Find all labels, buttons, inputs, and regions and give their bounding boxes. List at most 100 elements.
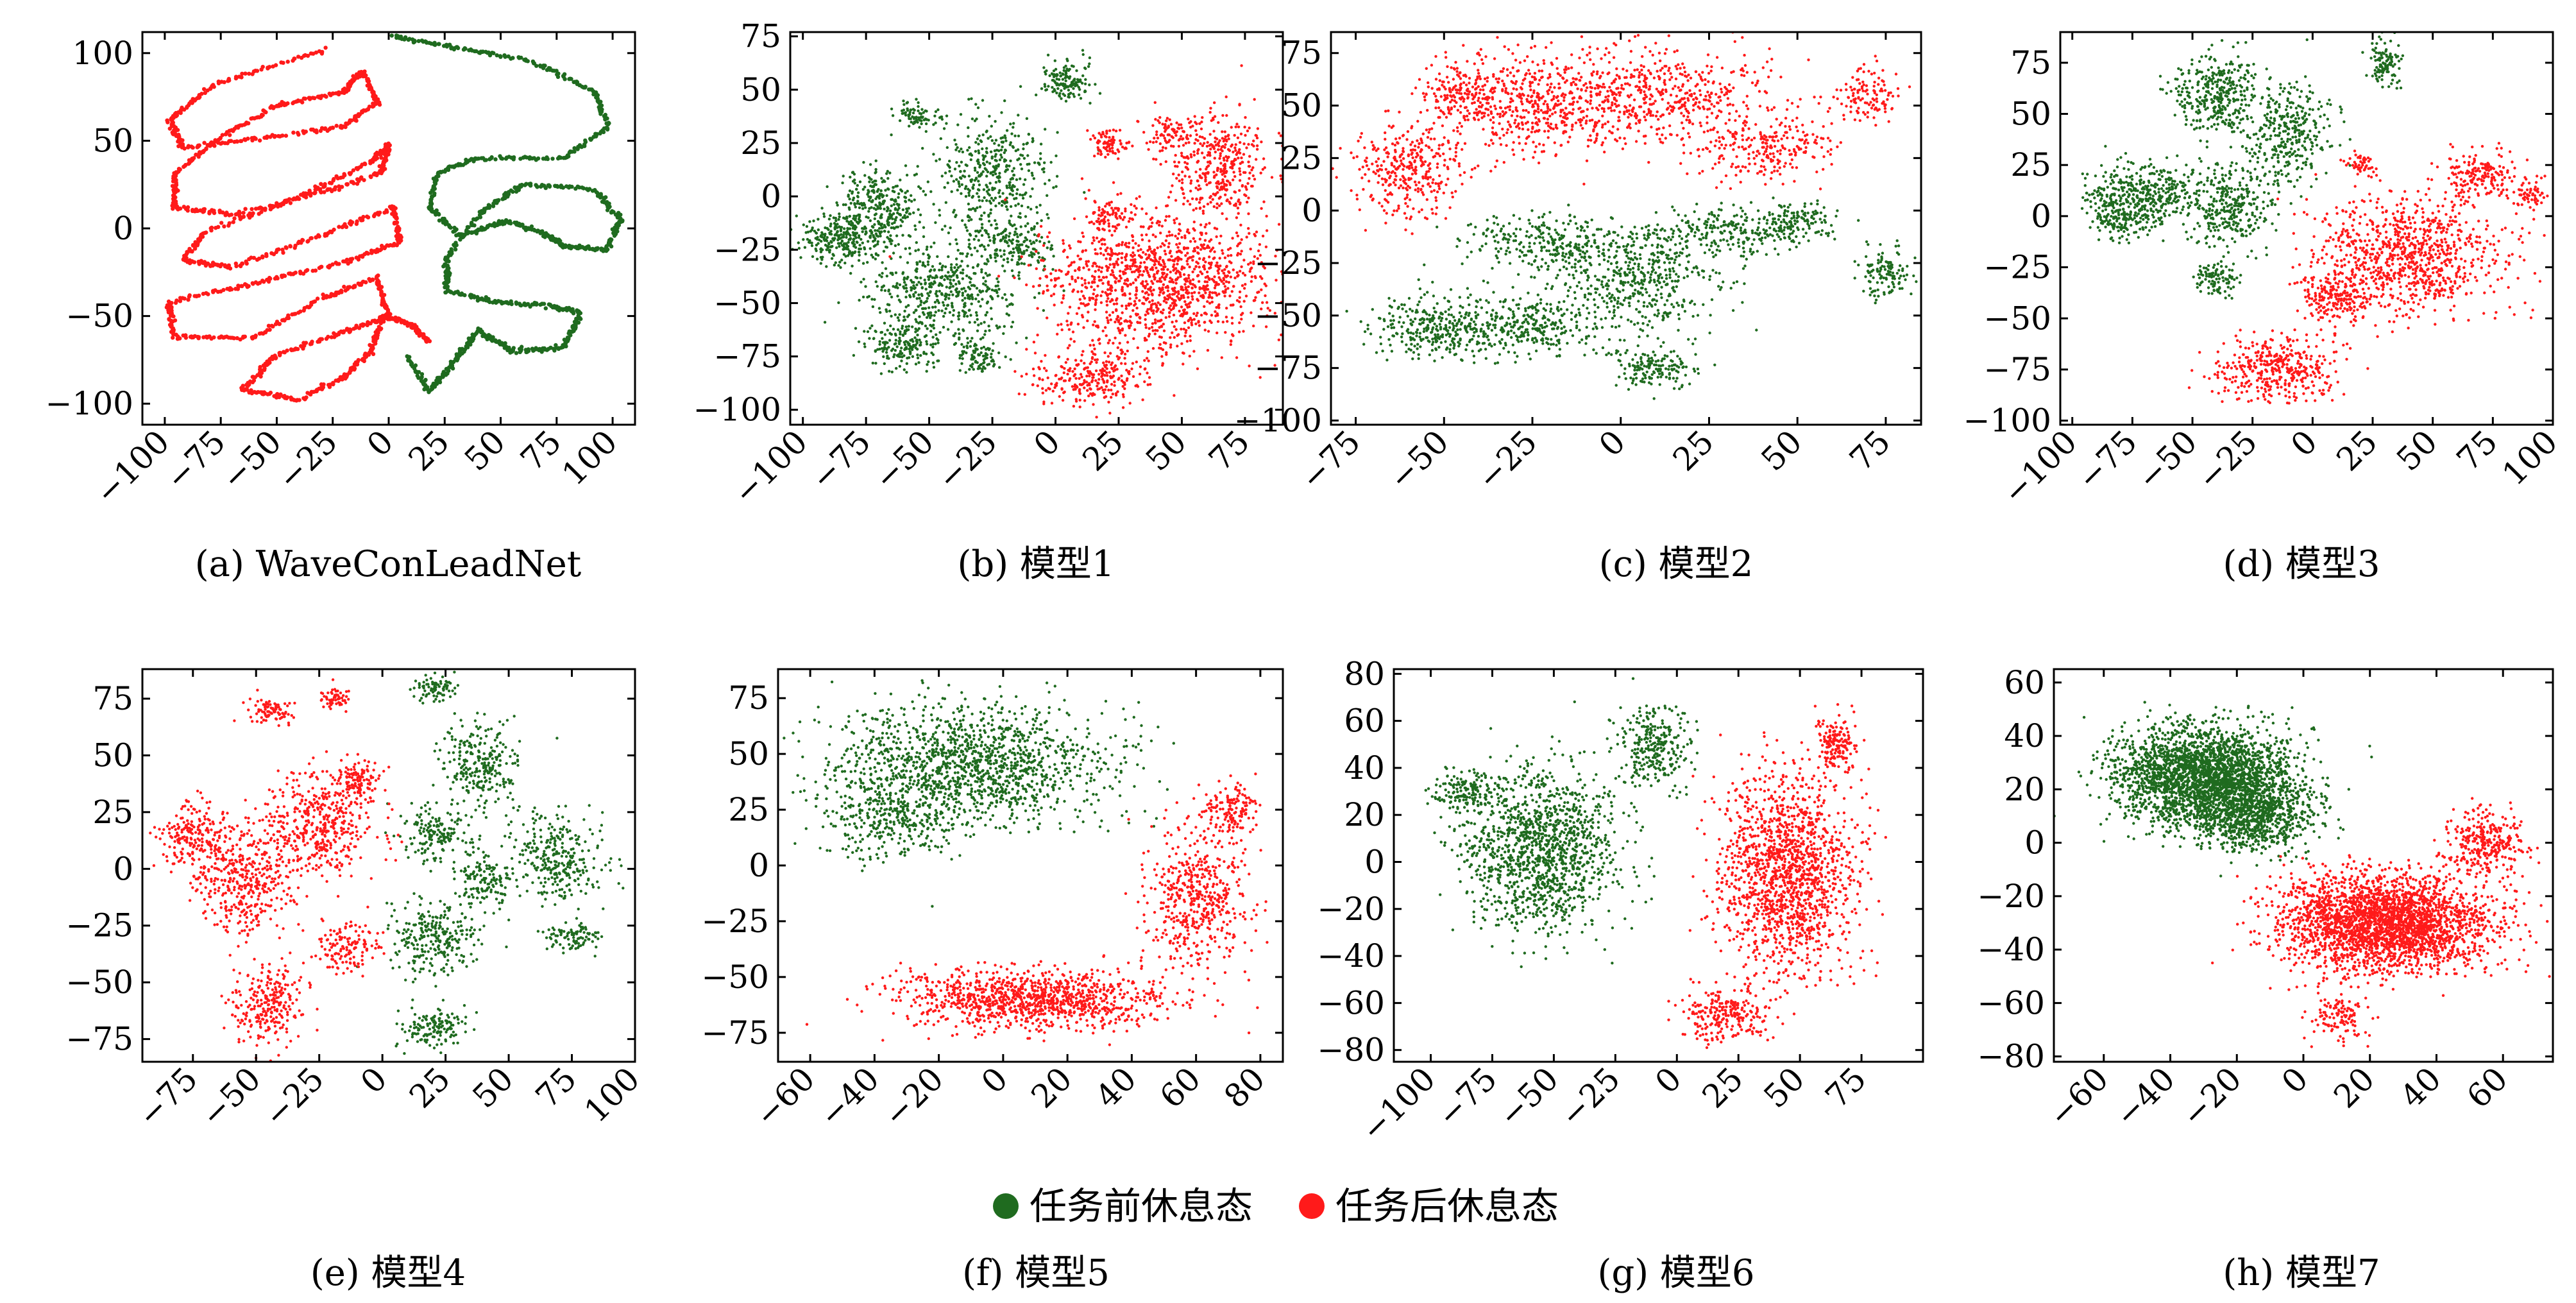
point [1032, 227, 1036, 230]
point [882, 355, 885, 359]
point [989, 355, 993, 359]
point [1026, 222, 1030, 225]
point [582, 142, 587, 147]
point [899, 300, 902, 303]
point [511, 189, 515, 194]
point [840, 239, 844, 243]
point [897, 212, 901, 216]
point [1020, 167, 1024, 171]
point [852, 240, 856, 243]
point [1035, 205, 1038, 209]
point [846, 226, 849, 230]
point [917, 248, 920, 251]
point [876, 253, 880, 257]
point [985, 147, 988, 150]
point [206, 334, 211, 339]
point [1061, 78, 1065, 81]
point [901, 272, 904, 275]
point [419, 372, 425, 377]
point [945, 303, 949, 307]
point [987, 244, 990, 247]
point [848, 198, 851, 201]
point [529, 224, 534, 229]
point [958, 149, 961, 153]
point [929, 285, 933, 289]
point [186, 298, 191, 302]
point [983, 248, 987, 251]
point [394, 216, 398, 221]
point [940, 228, 944, 231]
point [984, 155, 987, 158]
point [502, 221, 507, 225]
point [965, 226, 968, 229]
y-tick-label: 100 [72, 35, 133, 72]
point [586, 244, 591, 249]
point [1011, 145, 1015, 148]
point [423, 377, 428, 382]
point [495, 53, 499, 58]
point [976, 137, 979, 141]
point [994, 155, 997, 158]
point [878, 343, 881, 346]
point [1069, 85, 1073, 88]
point [1042, 242, 1046, 245]
point [869, 184, 872, 188]
point [1016, 235, 1019, 239]
point [319, 182, 323, 186]
point [873, 298, 876, 301]
point [342, 284, 346, 289]
point [886, 354, 889, 358]
point [555, 74, 561, 80]
point [934, 305, 937, 309]
point [872, 235, 876, 239]
point [1038, 277, 1042, 280]
point [520, 183, 524, 188]
point [1242, 300, 1246, 303]
point [960, 343, 963, 346]
point [406, 355, 411, 359]
point [228, 139, 232, 143]
point [861, 230, 864, 234]
point [950, 268, 953, 271]
point [352, 366, 357, 371]
point [967, 191, 970, 194]
point [264, 135, 269, 140]
point [977, 230, 981, 234]
point [894, 208, 897, 211]
point [953, 266, 956, 269]
point [895, 216, 898, 219]
point [370, 277, 375, 282]
point [563, 244, 568, 249]
point [867, 294, 871, 298]
point [1060, 97, 1063, 100]
point [221, 210, 225, 215]
point [906, 341, 910, 344]
point [886, 223, 890, 226]
point [1005, 164, 1008, 167]
point [971, 194, 975, 198]
point [819, 262, 823, 265]
point [873, 217, 877, 221]
point [910, 121, 913, 124]
point [412, 38, 417, 43]
point [524, 350, 529, 355]
point [988, 115, 991, 118]
point [553, 183, 557, 189]
point [1015, 232, 1019, 236]
point [1025, 336, 1028, 339]
point [894, 217, 897, 221]
point [869, 177, 872, 180]
point [1004, 139, 1008, 142]
point [950, 263, 953, 266]
point [998, 158, 1002, 162]
point [815, 249, 818, 252]
point [946, 328, 950, 331]
point [231, 220, 235, 225]
point [1025, 248, 1029, 252]
point [1109, 318, 1113, 321]
point [247, 71, 251, 76]
point [1150, 326, 1154, 329]
point [944, 201, 948, 204]
point [795, 214, 799, 217]
